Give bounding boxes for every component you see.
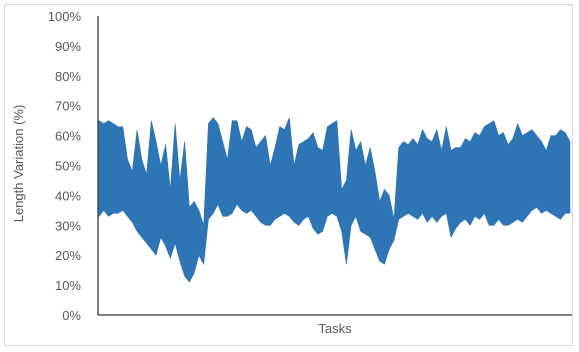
- y-tick-label: 80%: [55, 69, 81, 84]
- y-tick-label: 40%: [55, 188, 81, 203]
- y-tick-label: 100%: [48, 9, 82, 24]
- x-axis-title: Tasks: [318, 321, 352, 336]
- y-tick-label: 60%: [55, 129, 81, 144]
- y-tick-label: 20%: [55, 248, 81, 263]
- chart-frame: 0% 10% 20% 30% 40% 50% 60% 70% 80% 90% 100% Tasks …: [4, 4, 573, 346]
- length-variation-chart: 0%10%20%30%40%50%60%70%80%90%100% Tasks …: [11, 9, 572, 336]
- y-tick-label: 90%: [55, 39, 81, 54]
- y-tick-label: 10%: [55, 278, 81, 293]
- y-tick-label: 50%: [55, 159, 81, 174]
- y-tick-label: 30%: [55, 218, 81, 233]
- y-axis-ticks: 0% 10% 20% 30% 40% 50% 60% 70% 80% 90% 100%: [48, 9, 82, 323]
- length-variation-area: [98, 117, 571, 283]
- y-axis-title: Length Variation (%): [11, 105, 26, 223]
- y-tick-label: 70%: [55, 99, 81, 114]
- y-tick-label: 0%: [62, 308, 81, 323]
